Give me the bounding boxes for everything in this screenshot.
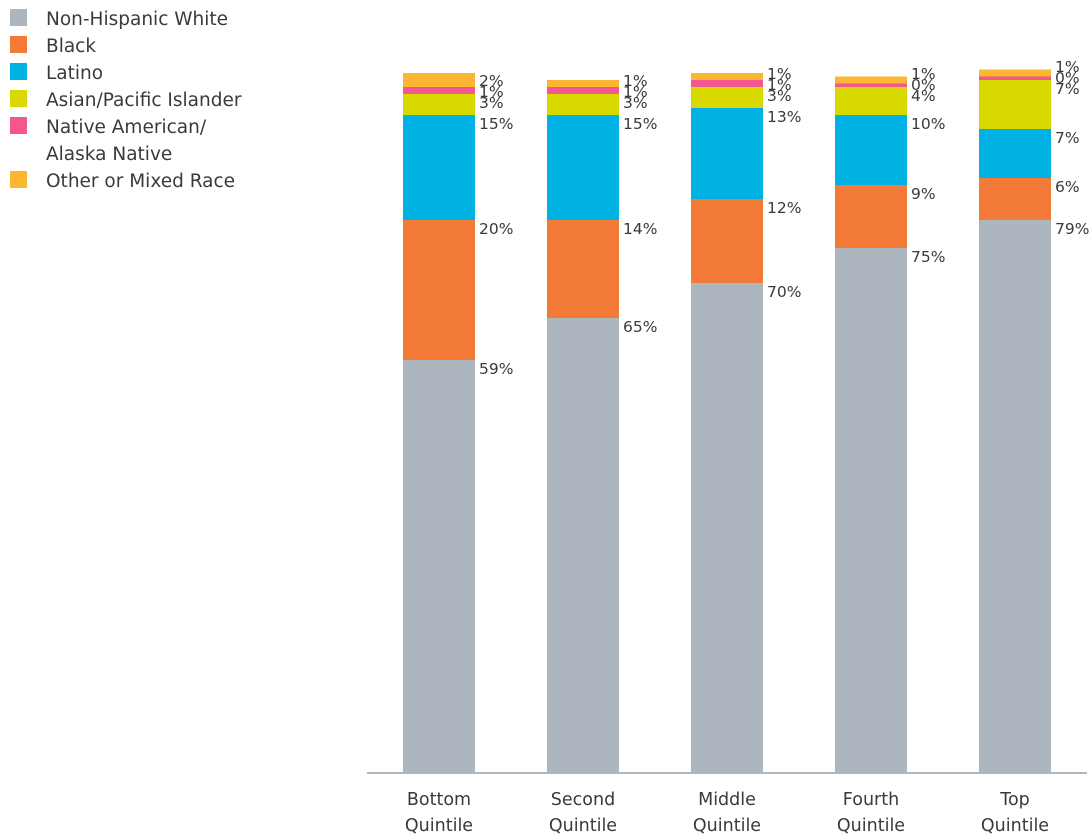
legend-item: Non-Hispanic White [10,6,241,33]
legend-swatch [10,171,27,188]
data-label: 7% [1055,129,1080,147]
legend-item: Other or Mixed Race [10,168,241,195]
data-label: 15% [479,115,513,133]
bar-segment [979,178,1051,220]
data-label: 2% [479,72,504,90]
legend: Non-Hispanic White Black Latino Asian/Pacif… [10,6,241,195]
bar-segment [403,360,475,773]
bar-segment [403,94,475,115]
bar-segment [691,73,763,80]
bar-segment [835,76,907,84]
legend-label: Non-Hispanic White [46,9,229,30]
legend-swatch [10,63,27,80]
bar-segment [691,108,763,199]
legend-swatch [10,90,27,107]
bar-segment [979,220,1051,773]
data-label: 1% [623,83,648,101]
bar-segment [691,283,763,773]
legend-swatch [10,36,27,53]
data-label: 14% [623,220,657,238]
data-label: 79% [1055,220,1089,238]
x-tick-label: Top Quintile [981,790,1049,836]
bar-segment [547,220,619,318]
x-tick-label: Middle Quintile [693,790,761,836]
bar-segment [547,87,619,94]
data-label: 7% [1055,80,1080,98]
legend-swatch [10,9,27,26]
data-label: 1% [911,65,936,83]
data-label: 75% [911,248,945,266]
data-label: 1% [623,72,648,90]
legend-item: Native American/ Alaska Native [10,114,241,168]
bar-segment [547,115,619,220]
data-label: 13% [767,108,801,126]
data-label: 1% [479,83,504,101]
legend-label: Black [46,36,97,57]
data-label: 6% [1055,178,1080,196]
bar-segment [835,83,907,87]
data-label: 15% [623,115,657,133]
x-tick-label: Fourth Quintile [837,790,905,836]
bar-segment [547,80,619,87]
bar-segment [403,220,475,360]
data-label: 12% [767,199,801,217]
bar-segment [691,87,763,108]
bar-segment [979,80,1051,129]
bar-segment [835,248,907,773]
bar-segment [691,199,763,283]
data-label: 1% [1055,58,1080,76]
bar-segment [547,94,619,115]
bar-segment [691,80,763,87]
legend-label: Asian/Pacific Islander [46,90,242,111]
bar-segment [403,73,475,87]
legend-label: Other or Mixed Race [46,171,236,192]
x-tick-label: Second Quintile [549,790,617,836]
data-label: 3% [479,94,504,112]
data-label: 70% [767,283,801,301]
x-tick-label: Bottom Quintile [405,790,473,836]
data-label: 9% [911,185,936,203]
legend-item: Latino [10,60,241,87]
legend-item: Black [10,33,241,60]
bar-segment [403,87,475,94]
bar-segment [979,69,1051,77]
data-label: 3% [767,87,792,105]
data-label: 4% [911,87,936,105]
data-label: 65% [623,318,657,336]
bar-segment [835,115,907,185]
legend-item: Asian/Pacific Islander [10,87,241,114]
data-label: 59% [479,360,513,378]
data-label: 0% [1055,69,1080,87]
bar-segment [979,129,1051,178]
data-label: 3% [623,94,648,112]
bar-segment [835,87,907,115]
data-label: 1% [767,65,792,83]
data-label: 0% [911,76,936,94]
bar-segment [979,76,1051,80]
bar-segment [835,185,907,248]
data-label: 10% [911,115,945,133]
data-label: 20% [479,220,513,238]
data-label: 1% [767,76,792,94]
bar-segment [403,115,475,220]
legend-label: Latino [46,63,104,84]
bar-segment [547,318,619,773]
legend-label: Native American/ Alaska Native [46,117,207,165]
legend-swatch [10,117,27,134]
